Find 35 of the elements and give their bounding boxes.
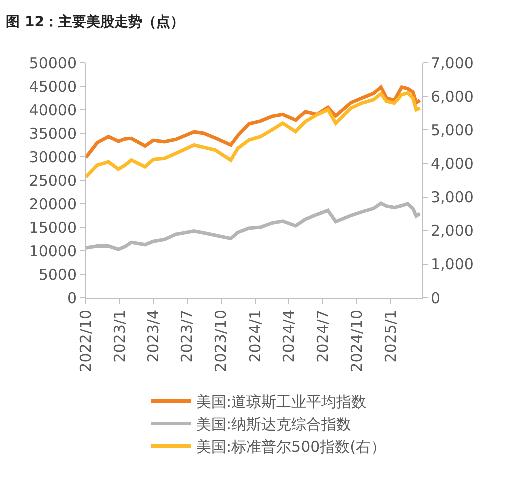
legend-label: 美国:道琼斯工业平均指数 [196,393,367,412]
y2-tick-label: 0 [431,289,441,308]
y-tick-label: 15000 [29,218,77,237]
line-series [86,91,422,179]
y2-tick-label: 2,000 [431,222,474,240]
y2-tick-label: 5,000 [431,121,474,140]
x-tick-label: 2024/1 [246,310,264,363]
y-tick-label: 50000 [29,54,77,72]
y-tick-label: 5000 [38,266,77,284]
line-series [86,86,422,160]
x-tick-label: 2023/7 [178,310,196,363]
y2-tick-label: 4,000 [431,154,474,173]
legend-label: 美国:纳斯达克综合指数 [196,416,352,434]
y-tick-label: 30000 [29,148,77,166]
x-tick-label: 2022/10 [76,310,95,372]
x-tick-label: 2025/1 [382,310,400,363]
y2-tick-label: 6,000 [431,88,474,106]
y-tick-label: 10000 [29,242,77,260]
x-tick-label: 2024/10 [348,310,366,372]
y-tick-label: 45000 [29,78,77,96]
y-tick-label: 25000 [29,172,77,190]
legend-label: 美国:标准普尔500指数(右） [196,438,386,456]
x-tick-label: 2024/7 [314,310,332,363]
y-tick-label: 0 [67,289,77,308]
y-tick-label: 40000 [29,101,77,120]
x-tick-label: 2023/1 [110,310,129,363]
x-tick-label: 2023/4 [144,310,162,363]
x-tick-label: 2024/4 [280,310,298,363]
y2-tick-label: 7,000 [431,54,474,72]
y-tick-label: 20000 [29,195,77,214]
y2-tick-label: 1,000 [431,256,474,274]
y-tick-label: 35000 [29,124,77,143]
chart-title: 图 12：主要美股走势（点） [6,14,184,31]
y2-tick-label: 3,000 [431,188,474,207]
x-tick-label: 2023/10 [212,310,230,372]
